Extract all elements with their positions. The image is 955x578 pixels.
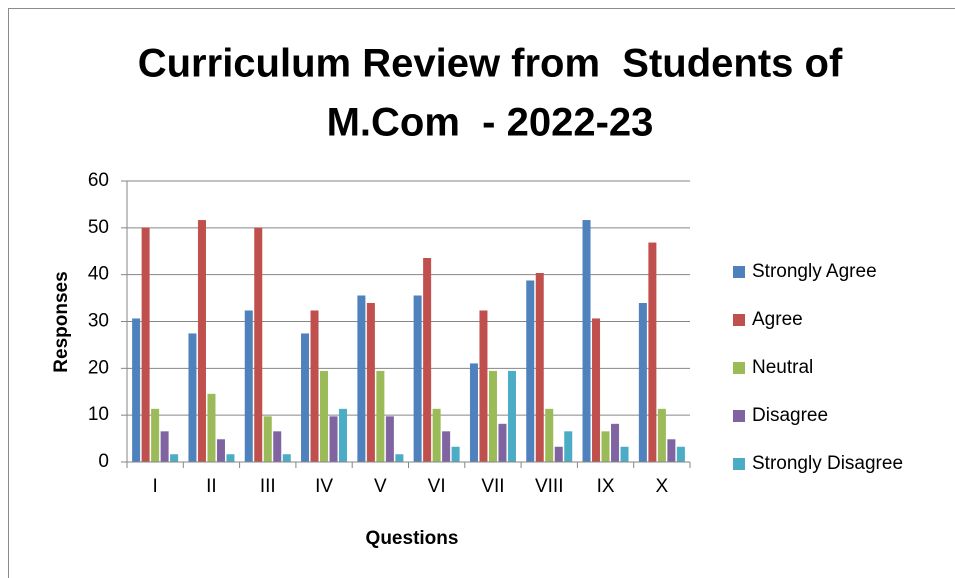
y-tick-label: 0 <box>98 451 109 472</box>
bar <box>226 454 235 463</box>
x-tick-label: III <box>260 476 276 497</box>
x-tick-label: X <box>656 476 669 497</box>
x-tick-label: V <box>374 476 387 497</box>
legend-swatch <box>733 362 745 374</box>
legend-label: Strongly Agree <box>752 261 877 282</box>
bar <box>170 454 179 463</box>
chart-frame <box>8 8 955 578</box>
x-tick-label: VI <box>428 476 446 497</box>
bar <box>254 227 263 463</box>
x-tick-label: VIII <box>535 476 564 497</box>
chart-title: M.Com - 2022-23 <box>327 101 654 145</box>
bar <box>207 393 216 463</box>
y-tick-label: 30 <box>88 311 109 332</box>
bar <box>151 408 160 463</box>
bar <box>197 220 206 463</box>
y-tick-label: 50 <box>88 217 109 238</box>
legend-label: Strongly Disagree <box>752 453 903 474</box>
legend-swatch <box>733 314 745 326</box>
legend-swatch <box>733 266 745 278</box>
bar <box>329 416 338 463</box>
bar <box>160 431 169 463</box>
bar <box>498 423 507 463</box>
bar <box>188 333 197 463</box>
legend-swatch <box>733 458 745 470</box>
bar <box>638 302 647 463</box>
y-tick-label: 40 <box>88 264 109 285</box>
bar <box>273 431 282 463</box>
bar <box>545 408 554 463</box>
bar <box>244 310 253 463</box>
bar <box>395 454 404 463</box>
bar <box>301 333 310 463</box>
bar <box>479 310 488 463</box>
bar <box>657 408 666 463</box>
bar <box>601 431 610 463</box>
bar <box>413 295 422 463</box>
bar <box>263 416 272 463</box>
bar <box>676 446 685 463</box>
bar <box>592 318 601 463</box>
bar <box>564 431 573 463</box>
bar <box>141 227 150 463</box>
legend-swatch <box>733 410 745 422</box>
x-tick-label: IV <box>315 476 333 497</box>
bar <box>423 258 432 463</box>
x-axis-title: Questions <box>366 528 459 549</box>
y-tick-label: 20 <box>88 357 109 378</box>
y-axis-title: Responses <box>51 271 72 372</box>
x-tick-label: II <box>206 476 217 497</box>
bar <box>366 302 375 463</box>
bar <box>648 242 657 463</box>
legend-label: Disagree <box>752 405 828 426</box>
bar <box>620 446 629 463</box>
bar <box>488 370 497 463</box>
bar <box>132 318 141 463</box>
bar <box>310 310 319 463</box>
bar <box>611 423 620 463</box>
legend-label: Agree <box>752 309 803 330</box>
bar <box>526 280 535 463</box>
bar <box>376 370 385 463</box>
bar <box>554 446 563 463</box>
bar <box>535 273 544 463</box>
y-tick-label: 60 <box>88 170 109 191</box>
bar <box>320 370 329 463</box>
bar <box>385 416 394 463</box>
bar <box>357 295 366 463</box>
bar <box>469 363 478 463</box>
bar <box>507 370 516 463</box>
y-tick-label: 10 <box>88 404 109 425</box>
x-tick-label: VII <box>481 476 504 497</box>
bar <box>432 408 441 463</box>
legend-label: Neutral <box>752 357 813 378</box>
bar <box>282 454 291 463</box>
chart-title: Curriculum Review from Students of <box>138 42 843 86</box>
x-tick-label: IX <box>597 476 615 497</box>
bar <box>339 408 348 463</box>
bar <box>216 439 225 463</box>
x-tick-label: I <box>153 476 158 497</box>
bar <box>667 439 676 463</box>
bar <box>451 446 460 463</box>
bar <box>442 431 451 463</box>
bar <box>582 220 591 463</box>
